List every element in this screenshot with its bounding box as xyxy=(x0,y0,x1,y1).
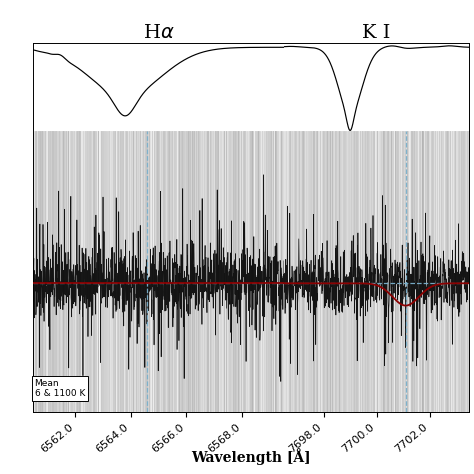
Title: H$\it{\alpha}$: H$\it{\alpha}$ xyxy=(143,25,174,43)
Text: Mean
6 & 1100 K: Mean 6 & 1100 K xyxy=(35,379,85,398)
Text: Wavelength [Å]: Wavelength [Å] xyxy=(191,447,311,465)
Title: K I: K I xyxy=(363,25,391,43)
